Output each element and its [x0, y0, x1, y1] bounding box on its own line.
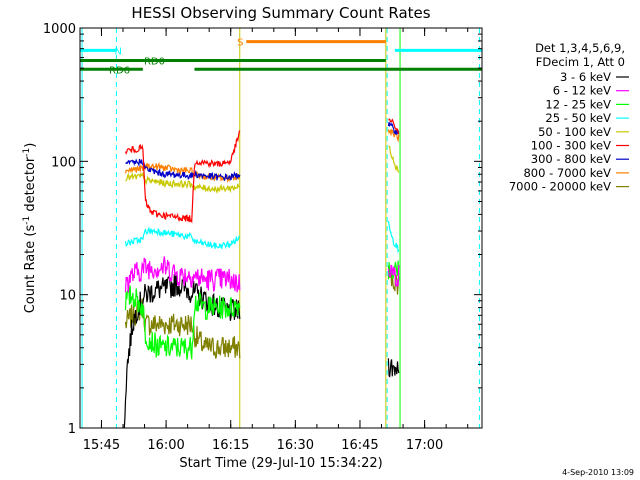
y-tick-label-100: 100	[51, 155, 76, 170]
series-50-100-kev-segment-1	[388, 145, 400, 173]
state-label-s: S	[237, 38, 243, 49]
x-axis-label: Start Time (29-Jul-10 15:34:22)	[179, 456, 382, 471]
x-tick-label-16:15: 16:15	[212, 438, 249, 453]
legend-label-5: 100 - 300 keV	[531, 139, 611, 153]
legend-label-7: 800 - 7000 keV	[523, 166, 611, 180]
state-label-rd0: RD0	[144, 57, 165, 68]
series-25-50-kev-segment-0	[124, 226, 240, 250]
y-axis-ticks: 1 10 100 1000	[43, 22, 482, 437]
state-label-rd6: RD6	[109, 65, 130, 76]
legend-header-line-1: Det 1,3,4,5,6,9,	[535, 41, 625, 55]
legend-label-1: 6 - 12 keV	[553, 84, 611, 98]
x-axis-ticks: 15:45 16:00 16:15 16:30 16:45 17:00	[83, 28, 469, 453]
series-300-800-kev-segment-1	[387, 121, 400, 136]
series-300-800-kev-segment-0	[125, 158, 241, 182]
x-tick-label-16:00: 16:00	[147, 438, 184, 453]
chart-marks: N S RD0 RD6	[80, 28, 482, 428]
series-800-7000-kev-segment-1	[387, 128, 400, 143]
legend-label-6: 300 - 800 keV	[531, 152, 611, 166]
legend-label-8: 7000 - 20000 keV	[509, 180, 611, 194]
legend-label-4: 50 - 100 keV	[538, 125, 611, 139]
legend-label-0: 3 - 6 keV	[560, 70, 611, 84]
x-tick-label-16:30: 16:30	[277, 438, 314, 453]
legend-header-line-2: FDecim 1, Att 0	[536, 55, 625, 69]
series-100-300-kev-segment-1	[388, 118, 400, 135]
series-3-6-kev-segment-0	[123, 274, 241, 428]
legend: Det 1,3,4,5,6,9, FDecim 1, Att 0 3 - 6 k…	[509, 41, 629, 194]
y-tick-label-1: 1	[68, 422, 76, 437]
x-tick-label-16:45: 16:45	[341, 438, 378, 453]
series-6-12-kev-segment-1	[387, 264, 400, 287]
legend-label-2: 12 - 25 keV	[545, 97, 611, 111]
x-tick-label-17:00: 17:00	[406, 438, 443, 453]
state-label-n: N	[115, 46, 122, 57]
y-tick-label-1000: 1000	[43, 22, 76, 37]
footer-date: 4-Sep-2010 13:09	[562, 468, 634, 477]
chart-title: HESSI Observing Summary Count Rates	[131, 4, 430, 22]
x-tick-label-15:45: 15:45	[83, 438, 120, 453]
legend-label-3: 25 - 50 keV	[545, 111, 611, 125]
series-25-50-kev-segment-1	[387, 220, 400, 254]
plot-frame	[79, 27, 483, 429]
series-12-25-kev-segment-0	[124, 285, 241, 360]
y-axis-label: Count Rate (s-1 detector-1)	[22, 143, 38, 314]
y-tick-label-10: 10	[59, 289, 76, 304]
series-3-6-kev-segment-1	[387, 358, 400, 378]
series-6-12-kev-segment-0	[124, 256, 241, 293]
series-100-300-kev-segment-0	[124, 130, 241, 224]
